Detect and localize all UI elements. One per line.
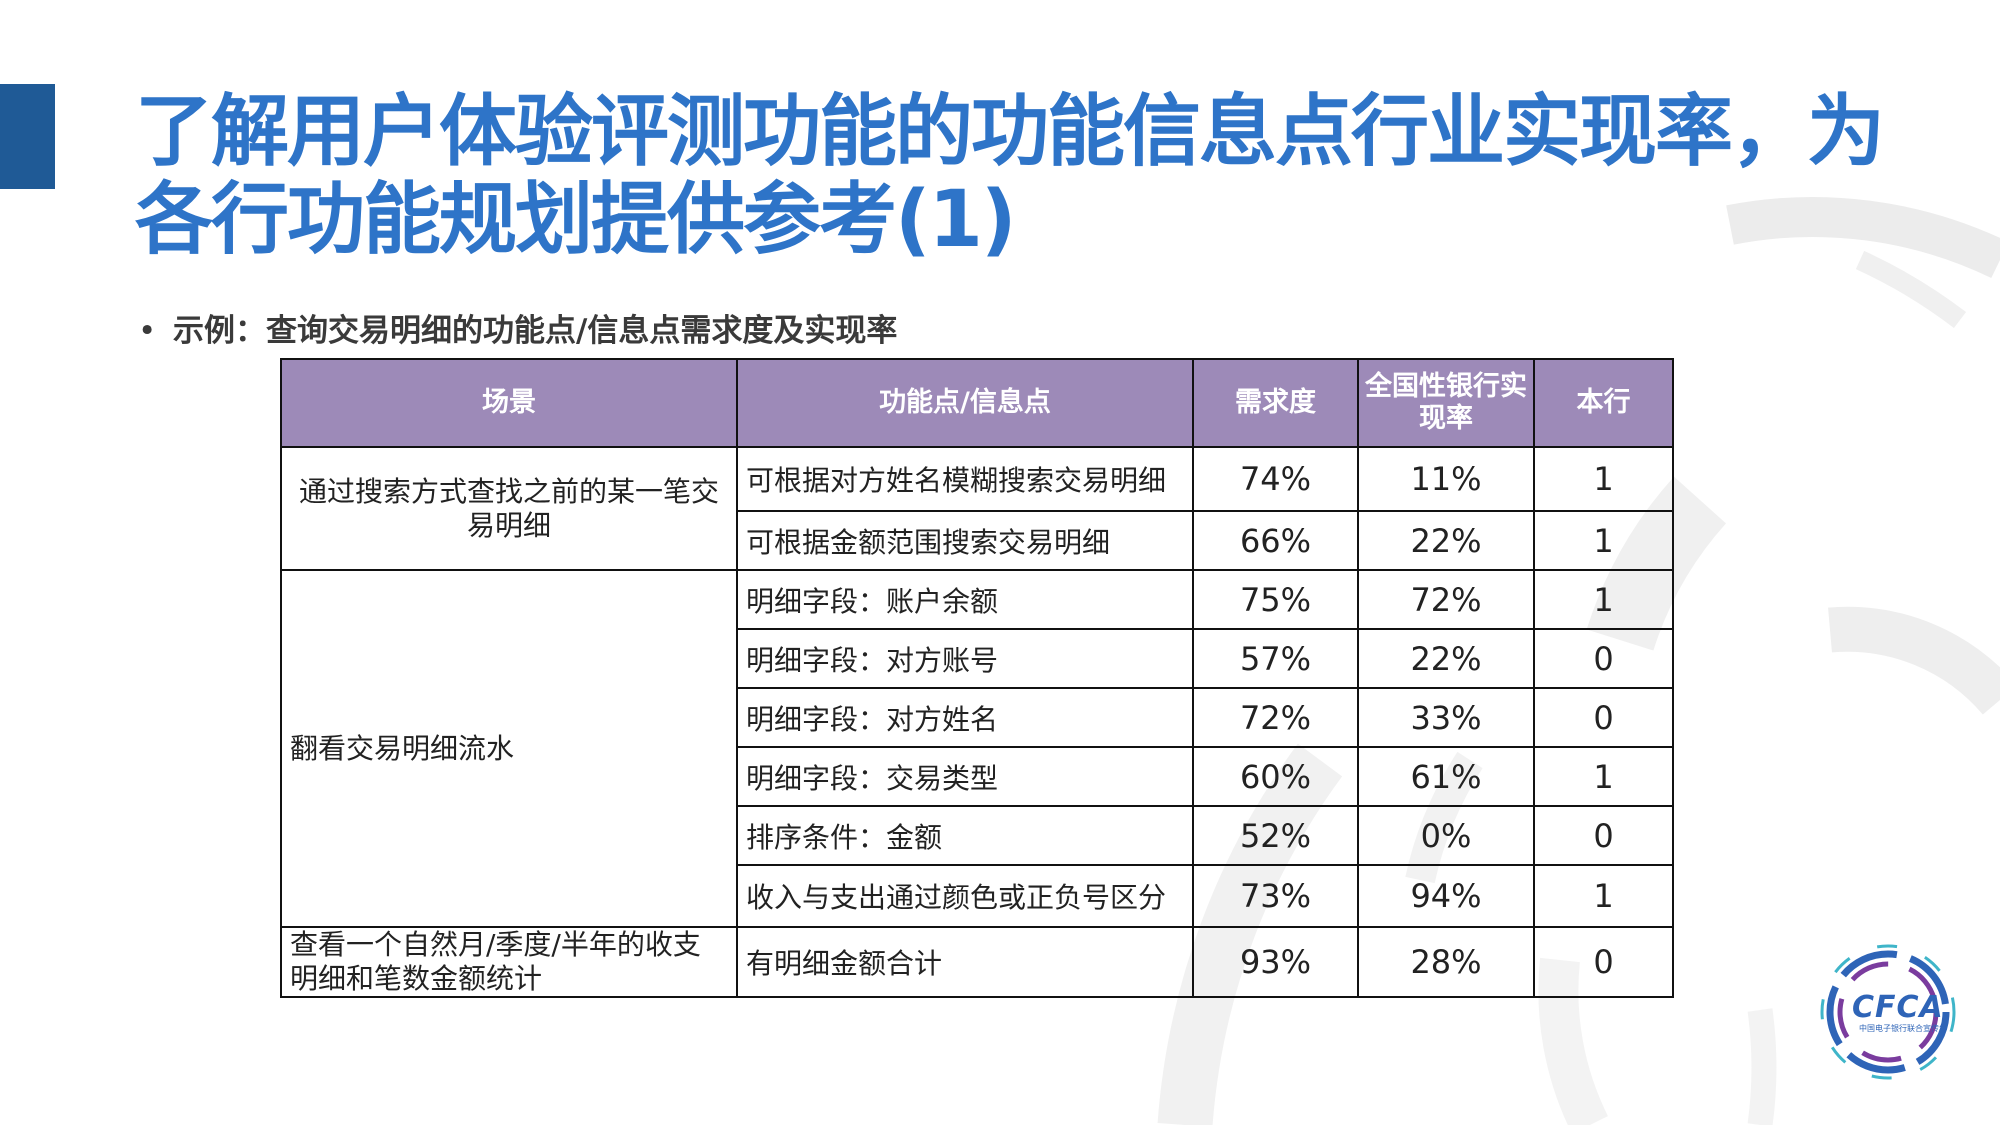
own-cell: 1 [1533, 864, 1674, 928]
cfca-logo-text: CFCA [1852, 990, 1944, 1025]
scene-cell: 翻看交易明细流水 [280, 569, 738, 928]
table-row: 排序条件：金额 52% 0% 0 [281, 805, 1674, 866]
feature-cell: 可根据对方姓名模糊搜索交易明细 [736, 446, 1194, 512]
scene-cell: 查看一个自然月/季度/半年的收支明细和笔数金额统计 [280, 926, 738, 998]
own-cell: 0 [1533, 926, 1674, 998]
feature-table: 场景 功能点/信息点 需求度 全国性银行实现率 本行 通过搜索方式查找之前的某一… [280, 358, 1674, 998]
slide-title: 了解用户体验评测功能的功能信息点行业实现率，为各行功能规划提供参考(1) [135, 87, 1885, 265]
demand-cell: 52% [1192, 805, 1359, 866]
rate-cell: 72% [1357, 569, 1535, 630]
rate-cell: 22% [1357, 628, 1535, 689]
demand-cell: 73% [1192, 864, 1359, 928]
feature-cell: 排序条件：金额 [736, 805, 1194, 866]
header-demand: 需求度 [1192, 358, 1359, 448]
rate-cell: 94% [1357, 864, 1535, 928]
cfca-logo-subtitle: 中国电子银行联合宣传年 [1859, 1024, 1947, 1033]
feature-cell: 可根据金额范围搜索交易明细 [736, 510, 1194, 571]
header-feature: 功能点/信息点 [736, 358, 1194, 448]
demand-cell: 75% [1192, 569, 1359, 630]
own-cell: 0 [1533, 805, 1674, 866]
demand-cell: 72% [1192, 687, 1359, 748]
own-cell: 1 [1533, 446, 1674, 512]
own-cell: 0 [1533, 628, 1674, 689]
table-row: 明细字段：对方账号 57% 22% 0 [281, 628, 1674, 689]
feature-cell: 明细字段：对方姓名 [736, 687, 1194, 748]
bullet-example: • 示例：查询交易明细的功能点/信息点需求度及实现率 [138, 305, 897, 350]
table-header-row: 场景 功能点/信息点 需求度 全国性银行实现率 本行 [280, 358, 1674, 448]
table-row: 明细字段：对方姓名 72% 33% 0 [281, 687, 1674, 748]
scene-cell: 通过搜索方式查找之前的某一笔交易明细 [280, 446, 738, 571]
own-cell: 1 [1533, 746, 1674, 807]
demand-cell: 66% [1192, 510, 1359, 571]
bullet-dot-icon: • [138, 313, 157, 349]
demand-cell: 57% [1192, 628, 1359, 689]
table-row: 明细字段：交易类型 60% 61% 1 [281, 746, 1674, 807]
table-row: 可根据金额范围搜索交易明细 66% 22% 1 [281, 510, 1674, 571]
rate-cell: 33% [1357, 687, 1535, 748]
title-accent-bar [0, 84, 55, 189]
header-national-rate: 全国性银行实现率 [1357, 358, 1535, 448]
rate-cell: 11% [1357, 446, 1535, 512]
feature-cell: 明细字段：交易类型 [736, 746, 1194, 807]
table-row: 收入与支出通过颜色或正负号区分 73% 94% 1 [281, 864, 1674, 928]
feature-cell: 明细字段：对方账号 [736, 628, 1194, 689]
rate-cell: 0% [1357, 805, 1535, 866]
header-own-bank: 本行 [1533, 358, 1674, 448]
table-row: 查看一个自然月/季度/半年的收支明细和笔数金额统计 有明细金额合计 93% 28… [280, 926, 1674, 998]
own-cell: 1 [1533, 569, 1674, 630]
cfca-logo-ring-icon [1820, 944, 1956, 1080]
feature-cell: 明细字段：账户余额 [736, 569, 1194, 630]
header-scene: 场景 [280, 358, 738, 448]
table-row: 通过搜索方式查找之前的某一笔交易明细 可根据对方姓名模糊搜索交易明细 74% 1… [280, 446, 1674, 571]
demand-cell: 74% [1192, 446, 1359, 512]
bullet-text: 示例：查询交易明细的功能点/信息点需求度及实现率 [173, 313, 898, 349]
rate-cell: 22% [1357, 510, 1535, 571]
table-row: 翻看交易明细流水 明细字段：账户余额 75% 72% 1 [280, 569, 1674, 928]
feature-cell: 收入与支出通过颜色或正负号区分 [736, 864, 1194, 928]
feature-cell: 有明细金额合计 [736, 926, 1194, 998]
rate-cell: 28% [1357, 926, 1535, 998]
demand-cell: 93% [1192, 926, 1359, 998]
own-cell: 0 [1533, 687, 1674, 748]
demand-cell: 60% [1192, 746, 1359, 807]
rate-cell: 61% [1357, 746, 1535, 807]
own-cell: 1 [1533, 510, 1674, 571]
